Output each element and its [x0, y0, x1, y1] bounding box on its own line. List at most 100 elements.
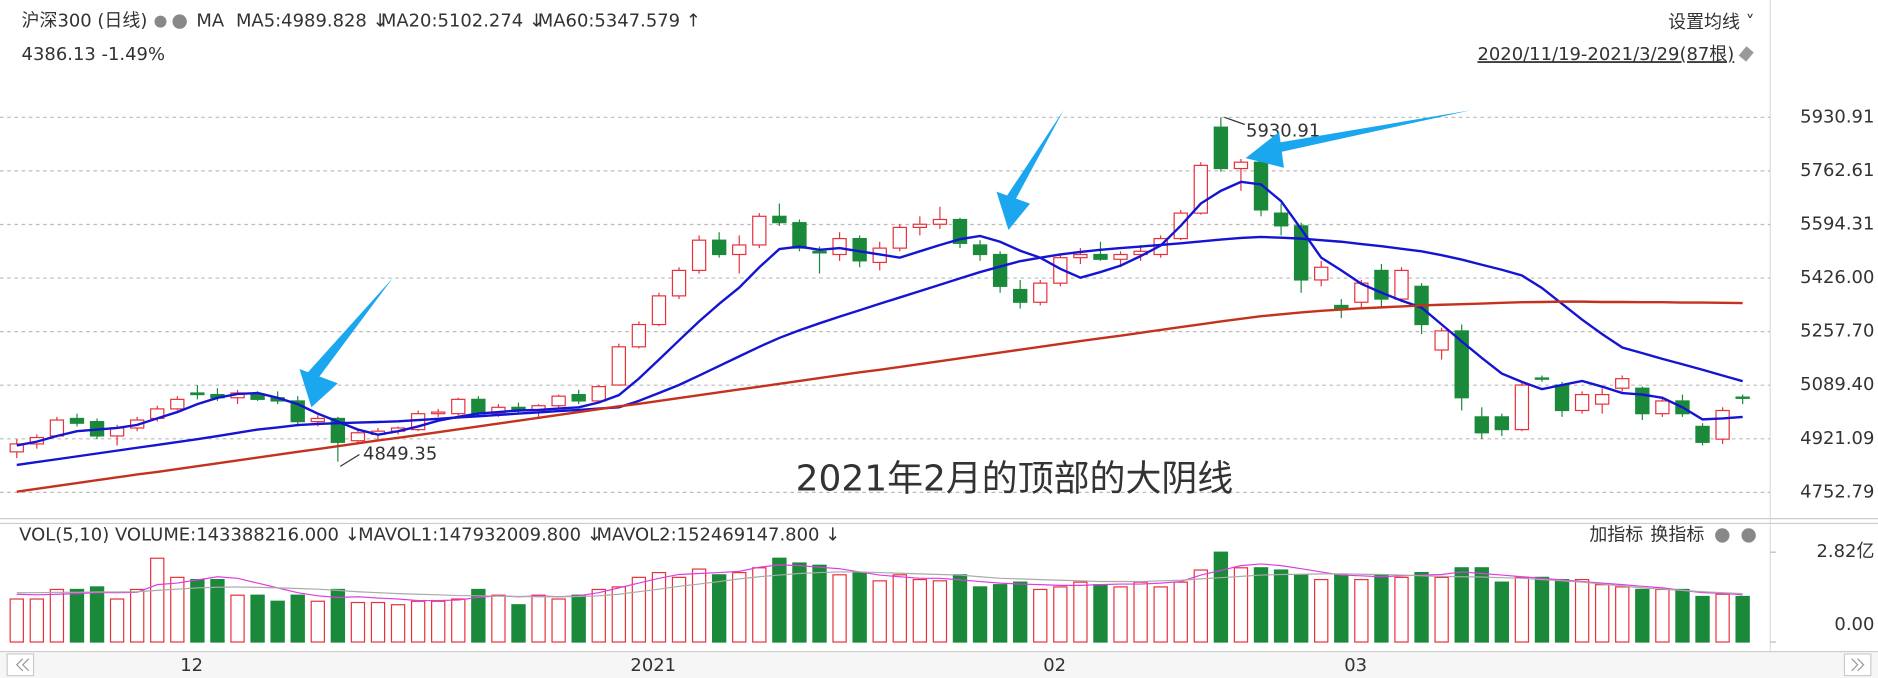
candle-body	[1655, 400, 1670, 415]
volume-bar	[732, 571, 747, 643]
candle-body	[69, 417, 85, 424]
volume-bar	[892, 574, 907, 643]
candle-body	[49, 419, 65, 437]
index-name: 沪深300 (日线)	[22, 11, 148, 32]
candle-body	[1073, 253, 1088, 259]
candle-body	[752, 215, 767, 246]
volume-bar	[1113, 586, 1128, 643]
volume-bar	[1414, 571, 1429, 643]
volume-bar	[1655, 588, 1670, 643]
settings-icon[interactable]	[154, 15, 167, 28]
volume-bar	[812, 564, 827, 643]
volume-bar	[1615, 586, 1630, 643]
volume-bar	[491, 594, 506, 643]
ma-line	[16, 235, 1743, 467]
volume-bar	[792, 562, 807, 643]
candle-body	[1273, 212, 1289, 227]
candle-body	[1233, 161, 1249, 170]
volume-bar	[210, 578, 225, 643]
x-tick-label: 12	[180, 655, 203, 676]
volume-bar	[350, 601, 366, 643]
candle-body	[671, 269, 687, 297]
volume-bar	[1514, 576, 1530, 643]
volume-bar	[29, 598, 45, 643]
candle-body	[772, 215, 787, 224]
volume-bar	[89, 586, 105, 643]
ma-line	[16, 300, 1743, 493]
candle-body	[1474, 416, 1489, 434]
date-range[interactable]: 2020/11/19-2021/3/29(87根)	[1477, 44, 1734, 65]
legend-entry: MA5:4989.828 ↓	[236, 11, 388, 32]
volume-bar	[972, 586, 988, 643]
arrow-head	[996, 191, 1031, 231]
candle-body	[1113, 253, 1128, 260]
volume-bar	[611, 586, 627, 643]
volume-bar	[832, 574, 847, 643]
volume-bar	[370, 601, 386, 643]
volume-bar	[1534, 576, 1550, 643]
volume-bar	[390, 604, 406, 643]
settings-icon[interactable]	[1715, 528, 1730, 543]
volume-bar	[1334, 574, 1349, 643]
volume-bar	[1153, 586, 1168, 643]
candle-body	[1514, 384, 1530, 431]
close-icon[interactable]	[172, 14, 187, 29]
candle-body	[591, 386, 606, 402]
arrow-shaft	[1271, 110, 1471, 154]
volume-bar	[1193, 569, 1208, 643]
candle-body	[1253, 161, 1269, 211]
ma-label: MA	[196, 11, 224, 32]
volume-bar	[551, 598, 566, 643]
volume-bar	[1073, 581, 1088, 643]
y-tick-label: 5426.00	[1800, 267, 1874, 288]
vol-title: VOL(5,10)	[19, 524, 109, 545]
ma-settings[interactable]: 设置均线 ˅	[1668, 12, 1755, 33]
candle-body	[1033, 282, 1048, 303]
volume-bar	[330, 588, 346, 643]
close-icon[interactable]	[1741, 528, 1756, 543]
candle-body	[1534, 377, 1550, 380]
candle-body	[932, 218, 948, 225]
annotation: 2021年2月的顶部的大阴线	[796, 458, 1234, 499]
volume-bar	[711, 574, 727, 643]
candle-body	[571, 393, 586, 402]
candle-body	[892, 226, 907, 249]
y-tick-label: 5594.31	[1800, 213, 1874, 234]
y-tick-label: 4752.79	[1800, 481, 1874, 502]
volume-bar	[1354, 578, 1369, 643]
volume-bar	[49, 588, 65, 643]
volume-bar	[1173, 581, 1188, 643]
callout-line	[339, 453, 360, 467]
candle-body	[912, 223, 928, 229]
legend-entry: MA60:5347.579 ↑	[538, 11, 701, 32]
x-tick-label: 02	[1043, 655, 1066, 676]
candle-body	[1193, 164, 1208, 214]
scroll-left[interactable]	[6, 653, 35, 677]
volume-bar	[651, 571, 667, 643]
volume-bar	[752, 567, 767, 643]
volume-bar	[1735, 595, 1750, 643]
pin-icon[interactable]	[1738, 46, 1754, 62]
scrollbar[interactable]	[0, 652, 1878, 678]
legend-entry: VOLUME:143388216.000 ↓	[115, 524, 360, 545]
x-tick-label: 03	[1344, 655, 1367, 676]
volume-bar	[109, 598, 125, 643]
switch-indicator[interactable]: 换指标	[1650, 524, 1704, 545]
volume-bar	[1253, 567, 1269, 643]
volume-bar	[410, 600, 426, 643]
volume-bar	[471, 588, 486, 643]
volume-bar	[1394, 576, 1409, 643]
y-tick-label: 2.82亿	[1816, 541, 1874, 562]
add-indicator[interactable]: 加指标	[1589, 524, 1643, 545]
volume-bar	[1594, 584, 1610, 643]
plot: 5930.91 5762.61 5594.31 5426.00 5257.70 5089.…	[0, 106, 1874, 676]
candle-body	[1594, 393, 1610, 405]
y-tick-label: 0.00	[1834, 614, 1874, 635]
volume-bar	[912, 578, 928, 643]
candle-body	[1454, 330, 1469, 399]
legend-entry: MAVOL2:152469147.800 ↓	[596, 524, 840, 545]
volume-bar	[772, 557, 787, 643]
volume-bar	[1033, 588, 1048, 643]
